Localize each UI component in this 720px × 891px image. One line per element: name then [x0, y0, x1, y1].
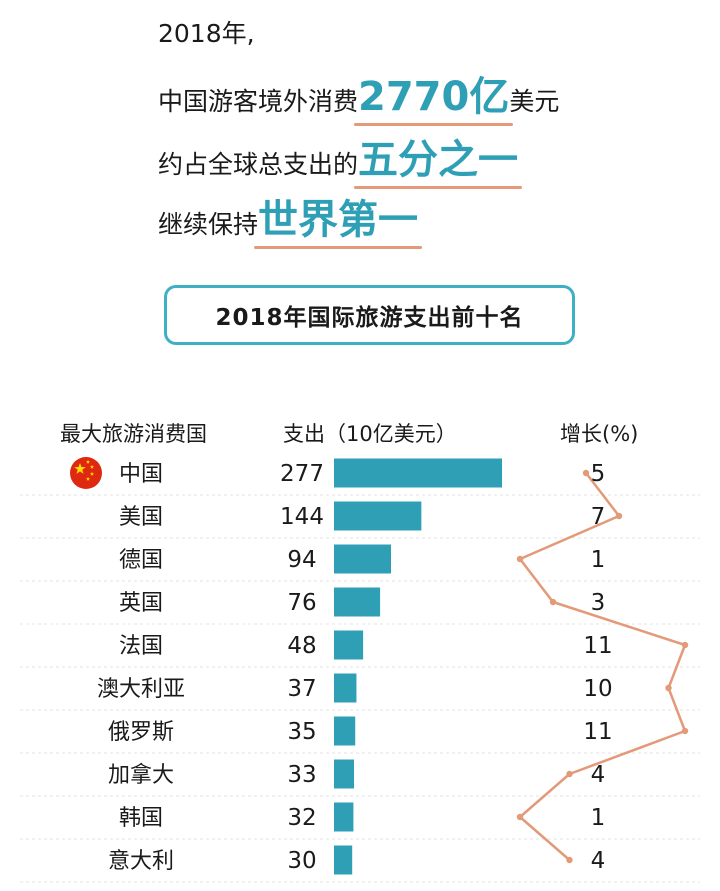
header-country: 最大旅游消费国 [60, 422, 207, 446]
growth-point [681, 727, 689, 735]
country-label: 加拿大 [108, 762, 174, 788]
growth-line [518, 472, 687, 861]
intro-line-2: 中国游客境外消费2770亿美元 [158, 64, 559, 126]
highlight-rank: 世界第一 [254, 187, 423, 249]
growth-value: 4 [591, 848, 606, 874]
growth-point [615, 512, 623, 520]
spending-value: 35 [287, 719, 316, 745]
highlight-amount: 2770亿 [354, 64, 514, 126]
flag-small-star-icon [89, 471, 95, 476]
highlight-share: 五分之一 [354, 127, 523, 189]
spending-bar [334, 630, 364, 660]
spending-bar [334, 673, 357, 703]
growth-value: 11 [583, 633, 612, 659]
spending-value: 33 [287, 762, 316, 788]
growth-value: 3 [591, 590, 606, 616]
growth-point [665, 684, 672, 692]
growth-value: 1 [591, 805, 606, 831]
country-label: 法国 [119, 634, 163, 659]
spending-value: 76 [287, 590, 316, 616]
country-label: 俄罗斯 [108, 720, 174, 745]
spending-value: 48 [287, 633, 316, 659]
country-label: 澳大利亚 [97, 677, 185, 702]
growth-point [681, 641, 689, 649]
spending-bar [334, 759, 355, 789]
china-flag-icon [70, 457, 102, 489]
growth-value: 5 [591, 461, 606, 487]
growth-point [516, 555, 524, 563]
intro-line-3: 约占全球总支出的五分之一 [158, 127, 523, 189]
spending-bar [334, 458, 502, 488]
country-label: 德国 [119, 548, 163, 573]
growth-value: 7 [591, 504, 606, 530]
country-label: 韩国 [119, 806, 163, 831]
flag-star-icon [74, 463, 86, 474]
growth-value: 11 [583, 719, 612, 745]
country-label: 英国 [119, 591, 163, 616]
growth-point [566, 770, 573, 778]
growth-point [566, 856, 573, 864]
spending-bar [334, 544, 392, 574]
spending-value: 32 [287, 805, 316, 831]
country-label: 意大利 [108, 849, 174, 874]
chart-title: 2018年国际旅游支出前十名 [164, 285, 575, 345]
spending-value: 144 [280, 504, 324, 530]
flag-small-star-icon [85, 459, 91, 464]
spending-bar [334, 587, 381, 617]
header-growth: 增长(%) [560, 422, 639, 446]
spending-value: 30 [287, 848, 316, 874]
flag-small-star-icon [85, 476, 91, 481]
country-label: 中国 [119, 462, 163, 487]
spending-value: 37 [287, 676, 316, 702]
spending-bar [334, 802, 354, 832]
spending-value: 277 [280, 461, 324, 487]
intro-line-4: 继续保持世界第一 [158, 187, 423, 249]
flag-small-star-icon [89, 464, 95, 469]
spending-bar [334, 845, 353, 875]
header-spending: 支出（10亿美元） [283, 422, 457, 446]
growth-value: 1 [591, 547, 606, 573]
spending-bar [334, 716, 356, 746]
growth-point [549, 598, 557, 606]
growth-value: 10 [583, 676, 612, 702]
growth-point [516, 813, 524, 821]
country-label: 美国 [119, 505, 163, 530]
intro-line-1: 2018年, [158, 19, 255, 48]
spending-value: 94 [287, 547, 316, 573]
growth-value: 4 [591, 762, 606, 788]
growth-point [582, 469, 590, 477]
spending-bar [334, 501, 422, 531]
